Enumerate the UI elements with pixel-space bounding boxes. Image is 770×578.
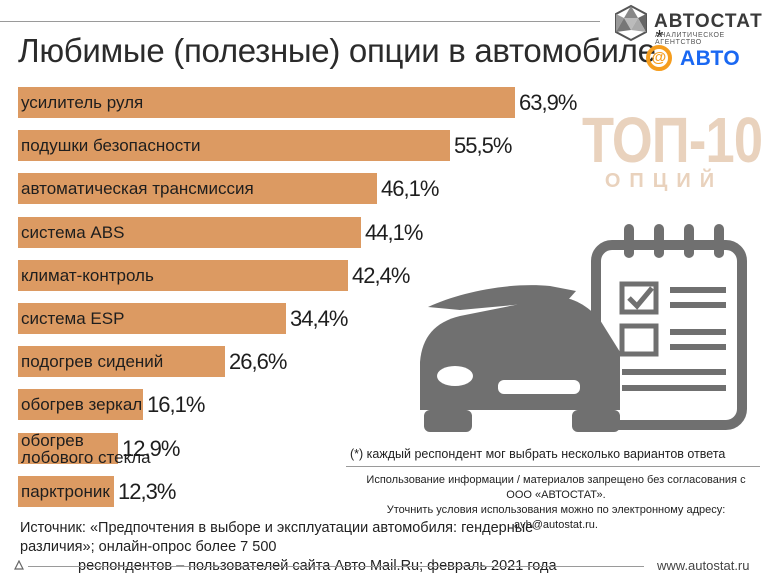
bar-label-line: система ABS <box>21 222 125 242</box>
bar-1 <box>18 87 515 118</box>
bar-label-9: обогрев лобового стекла <box>21 432 151 466</box>
car-checklist-illustration <box>420 224 747 432</box>
bar-value-2: 55,5% <box>454 133 512 159</box>
autostat-logo-icon <box>615 4 647 42</box>
bar-label-5: климат-контроль <box>21 267 154 284</box>
bar-2 <box>18 130 450 162</box>
top-divider <box>0 21 600 22</box>
title-footnote-mark: * <box>655 27 664 49</box>
bar-label-line: подогрев сидений <box>21 352 164 372</box>
bar-label-line: обогрев зеркал <box>21 395 143 415</box>
note-divider <box>346 466 760 467</box>
bar-label-line: парктроник <box>21 481 110 501</box>
bar-8 <box>18 389 143 421</box>
footnote: (*) каждый респондент мог выбрать нескол… <box>350 447 726 461</box>
bar-value-1: 63,9% <box>519 90 577 115</box>
mail-auto-word: АВТО <box>680 47 741 70</box>
bar-label-3: автоматическая трансмиссия <box>21 180 254 197</box>
bar-value-4: 44,1% <box>365 219 423 245</box>
usage-notice: Использование информации / материалов за… <box>354 473 758 533</box>
bar-10 <box>18 475 114 507</box>
autostat-logo: АВТОСТАТ АНАЛИТИЧЕСКОЕ АГЕНТСТВО <box>612 4 763 46</box>
mail-at-icon: @ <box>646 45 672 71</box>
bar-label-line: автоматическая трансмиссия <box>21 179 254 199</box>
top10-badge-big: ТОП-10 <box>582 104 763 176</box>
bar-label-line: усилитель руля <box>21 93 144 112</box>
bar-label-8: обогрев зеркал <box>21 396 142 413</box>
bar-label-7: подогрев сидений <box>21 353 163 370</box>
bar-label-6: система ESP <box>21 310 124 327</box>
bar-value-10: 12,3% <box>118 478 176 504</box>
top10-badge-small: ОПЦИЙ <box>604 170 724 192</box>
bar-label-line: лобового стекла <box>21 447 151 467</box>
bar-value-7: 26,6% <box>229 349 287 375</box>
chart-title: Любимые (полезные) опции в автомобиле* <box>18 27 663 70</box>
chart-title-text: Любимые (полезные) опции в автомобиле <box>18 32 656 69</box>
car-open-hood-icon <box>420 285 620 432</box>
bar-label-4: система ABS <box>21 224 124 241</box>
bar-7 <box>18 346 225 378</box>
top10-badge: ТОП-10 ОПЦИЙ <box>564 108 764 193</box>
bar-5 <box>18 259 348 291</box>
bar-label-line: климат-контроль <box>21 265 154 285</box>
source-text: Источник: «Предпочтения в выборе и экспл… <box>20 519 580 576</box>
bar-label-line: система ESP <box>21 309 125 328</box>
bar-label-1: усилитель руля <box>21 94 143 111</box>
bar-value-8: 16,1% <box>147 392 205 418</box>
bar-value-5: 42,4% <box>352 262 410 288</box>
bar-4 <box>18 216 361 248</box>
bottom-divider <box>28 566 644 567</box>
bar-value-6: 34,4% <box>290 306 348 331</box>
bar-label-2: подушки безопасности <box>21 137 200 154</box>
bar-label-line: обогрев <box>21 430 84 450</box>
source-line-1: Источник: «Предпочтения в выборе и экспл… <box>20 520 534 555</box>
site-url: www.autostat.ru <box>657 558 750 573</box>
bar-value-9: 12,9% <box>122 435 180 461</box>
bar-value-3: 46,1% <box>381 176 439 202</box>
bar-3 <box>18 173 377 205</box>
bar-9 <box>18 432 118 464</box>
bar-label-10: парктроник <box>21 483 110 500</box>
bar-6 <box>18 303 286 334</box>
checklist-clipboard-icon <box>591 224 747 430</box>
usage-line-2: Уточнить условия использования можно по … <box>386 504 726 531</box>
corner-logo-icon <box>14 560 24 570</box>
autostat-logo-name: АВТОСТАТ <box>654 11 763 32</box>
bar-label-line: подушки безопасности <box>21 136 201 156</box>
autostat-logo-subtitle: АНАЛИТИЧЕСКОЕ АГЕНТСТВО <box>655 32 725 46</box>
usage-line-1: Использование информации / материалов за… <box>366 474 746 501</box>
